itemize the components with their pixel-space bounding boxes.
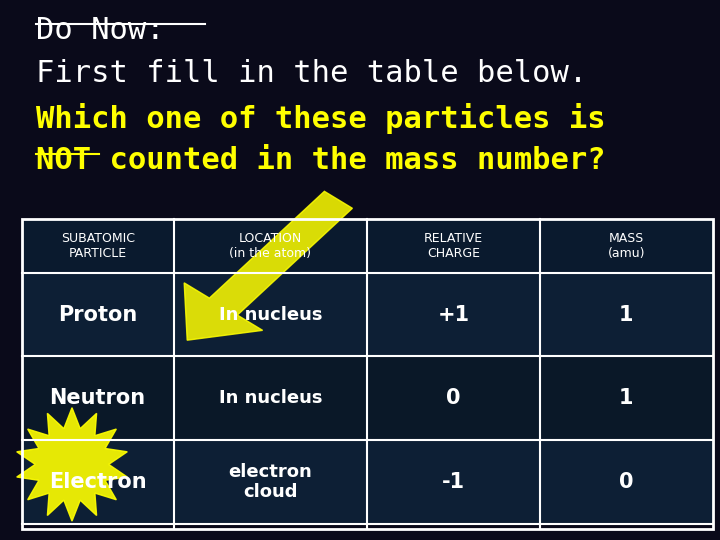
Text: Do Now:: Do Now: — [36, 16, 165, 45]
Text: 1: 1 — [619, 305, 634, 325]
Bar — [22, 440, 713, 524]
Text: SUBATOMIC
PARTICLE: SUBATOMIC PARTICLE — [60, 232, 135, 260]
Text: In nucleus: In nucleus — [219, 306, 322, 323]
Text: +1: +1 — [438, 305, 469, 325]
Text: 0: 0 — [446, 388, 461, 408]
Polygon shape — [184, 191, 352, 340]
Text: 1: 1 — [619, 388, 634, 408]
Text: Proton: Proton — [58, 305, 138, 325]
Bar — [22, 273, 713, 356]
Text: In nucleus: In nucleus — [219, 389, 322, 407]
Bar — [22, 219, 713, 529]
Text: -1: -1 — [442, 472, 465, 492]
Bar — [22, 219, 713, 273]
Text: electron
cloud: electron cloud — [228, 463, 312, 501]
Text: NOT counted in the mass number?: NOT counted in the mass number? — [36, 146, 606, 175]
Text: 0: 0 — [619, 472, 634, 492]
Polygon shape — [17, 408, 127, 521]
Text: RELATIVE
CHARGE: RELATIVE CHARGE — [424, 232, 483, 260]
Text: Which one of these particles is: Which one of these particles is — [36, 103, 606, 133]
Text: MASS
(amu): MASS (amu) — [608, 232, 645, 260]
Text: First fill in the table below.: First fill in the table below. — [36, 59, 588, 89]
Text: Neutron: Neutron — [50, 388, 145, 408]
Text: LOCATION
(in the atom): LOCATION (in the atom) — [230, 232, 312, 260]
Text: Electron: Electron — [49, 472, 146, 492]
Bar — [22, 356, 713, 440]
